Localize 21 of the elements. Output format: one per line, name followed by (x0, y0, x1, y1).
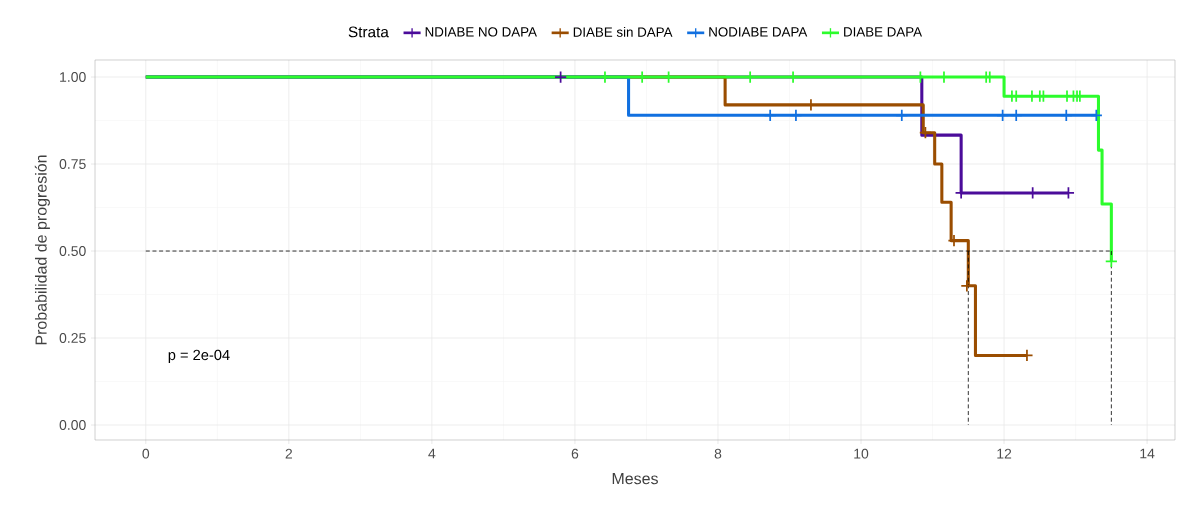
x-tick-label: 14 (1140, 448, 1155, 459)
y-tick-label: 1.00 (60, 72, 86, 83)
legend-label: NDIABE NO DAPA (425, 27, 537, 37)
y-tick-label: 0.50 (59, 246, 86, 256)
annotation: p = 2e-04 (168, 349, 230, 364)
legend-label: DIABE DAPA (844, 27, 923, 37)
x-tick-label: 6 (571, 448, 579, 459)
y-tick-label: 0.00 (59, 420, 86, 430)
y-axis-title: Probabilidad de progresión (34, 155, 50, 345)
legend-label: NODIABE DAPA (709, 27, 808, 37)
legend-label: DIABE sin DAPA (573, 27, 673, 37)
x-tick-label: 8 (714, 448, 722, 459)
x-tick-label: 4 (428, 448, 436, 459)
legend-title: Strata (348, 26, 389, 38)
y-tick-label: 0.25 (59, 333, 86, 343)
x-tick-label: 12 (997, 448, 1012, 459)
x-tick-label: 10 (854, 448, 869, 459)
y-tick-label: 0.75 (59, 159, 86, 169)
x-tick-label: 0 (142, 448, 150, 459)
x-tick-label: 2 (285, 448, 293, 459)
x-axis-title: Meses (612, 473, 658, 485)
